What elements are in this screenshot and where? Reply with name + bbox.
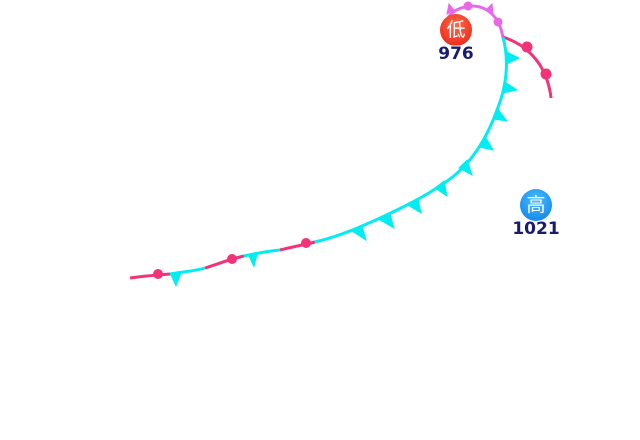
high-pressure-value: 1021 [512,219,560,239]
low-pressure-value: 976 [438,44,474,64]
warm-front [502,35,553,99]
low-pressure-badge: 低 [440,14,472,46]
low-pressure-center: 低 976 [426,14,486,64]
stationary-front [129,238,316,287]
high-pressure-center: 高 1021 [506,189,566,239]
high-pressure-badge: 高 [520,189,552,221]
cold-front [314,36,521,244]
